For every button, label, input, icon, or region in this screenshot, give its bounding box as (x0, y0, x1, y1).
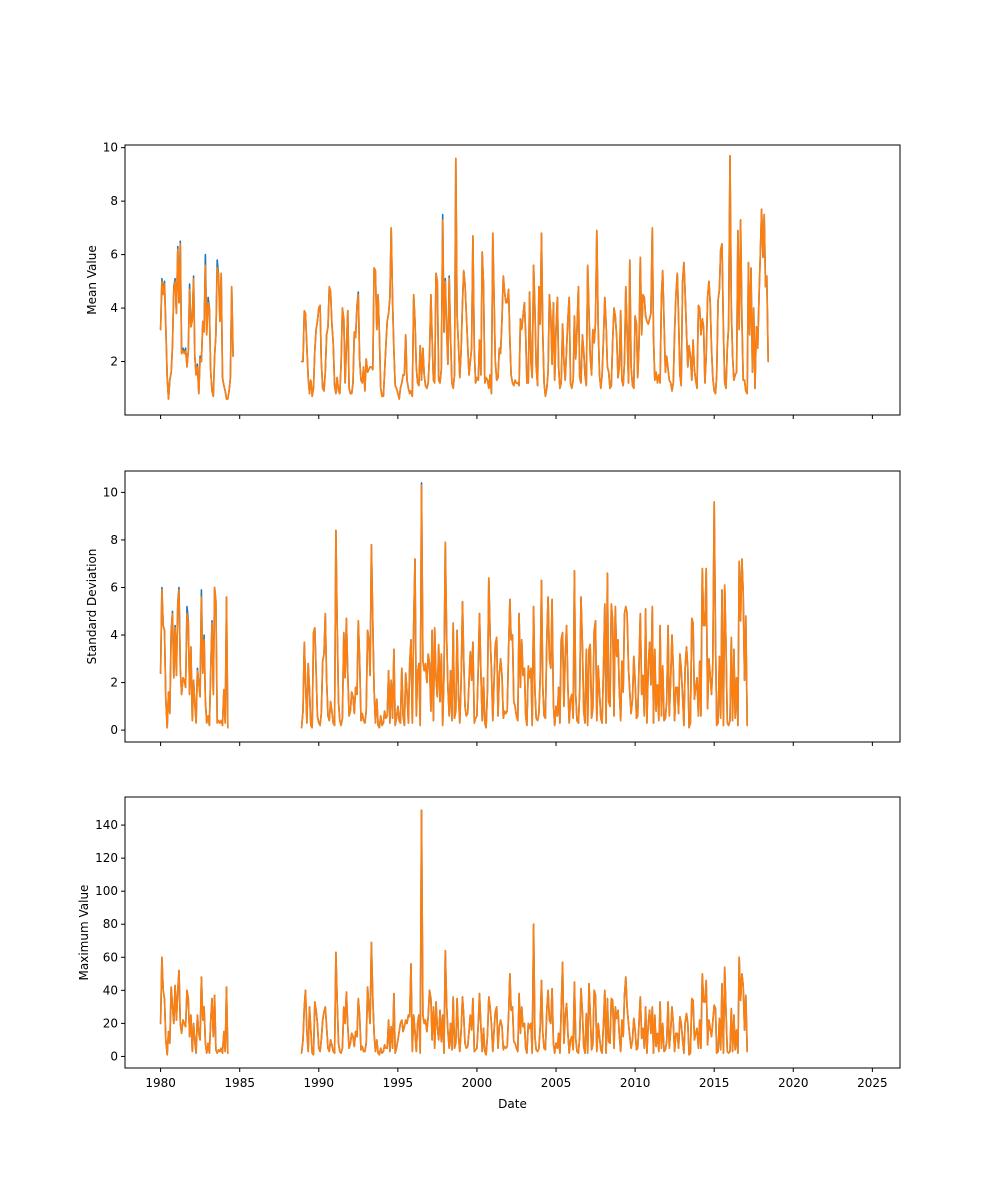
y-tick-label: 2 (110, 355, 118, 369)
x-tick-label: 2025 (857, 1076, 888, 1090)
subplot-1: 2 4 6 8 10 Mean Value (85, 141, 901, 419)
y-axis-label: Standard Deviation (85, 549, 99, 665)
y-tick-label: 2 (110, 676, 118, 690)
plot-frame (124, 796, 901, 1069)
x-tick-label: 1985 (224, 1076, 255, 1090)
x-tick-label: 2020 (778, 1076, 809, 1090)
subplot-2: 0 2 4 6 8 10 Standard Deviation (85, 470, 901, 746)
y-tick-label: 20 (103, 1016, 118, 1030)
y-tick-label: 40 (103, 983, 118, 997)
y-tick-label: 8 (110, 194, 118, 208)
y-axis: 0 20 40 60 80 100 120 140 (95, 818, 125, 1063)
y-tick-label: 8 (110, 533, 118, 547)
y-axis-label: Maximum Value (77, 885, 91, 981)
series-2-line-segment-2 (300, 154, 769, 400)
series-2-line-segment-1 (159, 243, 234, 400)
plot-frame (124, 144, 901, 416)
y-axis: 2 4 6 8 10 (103, 141, 125, 369)
y-tick-label: 100 (95, 884, 118, 898)
y-tick-label: 4 (110, 301, 118, 315)
plot-frame (124, 470, 901, 743)
panels: 2 4 6 8 10 Mean Value 0 2 4 6 8 10 Standard Deviatio… (77, 141, 901, 1111)
y-axis: 0 2 4 6 8 10 (103, 485, 125, 737)
x-axis: 1980 1985 1990 1995 2000 2005 2010 2015 2020 2025 (145, 1068, 888, 1090)
x-tick-label: 2000 (462, 1076, 493, 1090)
subplot-3: 1980 1985 1990 1995 2000 2005 2010 2015 2020 2025… (77, 796, 901, 1111)
series-2-line-segment-1 (159, 586, 229, 729)
x-axis (160, 742, 873, 746)
series-lines (159, 154, 769, 400)
y-tick-label: 6 (110, 248, 118, 262)
x-axis (160, 415, 873, 419)
y-tick-label: 6 (110, 580, 118, 594)
y-tick-label: 10 (103, 485, 118, 499)
series-lines (159, 482, 748, 729)
series-lines (159, 809, 748, 1056)
series-2-line-segment-2 (300, 484, 748, 729)
x-tick-label: 1995 (383, 1076, 414, 1090)
y-tick-label: 0 (110, 723, 118, 737)
series-2-line-segment-1 (159, 956, 229, 1056)
x-tick-label: 2005 (541, 1076, 572, 1090)
y-tick-label: 10 (103, 141, 118, 155)
x-axis-label: Date (498, 1097, 527, 1111)
y-axis-label: Mean Value (85, 245, 99, 314)
x-tick-label: 2015 (699, 1076, 730, 1090)
x-tick-label: 1990 (304, 1076, 335, 1090)
y-tick-label: 60 (103, 950, 118, 964)
series-2-line-segment-2 (300, 809, 748, 1056)
x-tick-label: 1980 (145, 1076, 176, 1090)
y-tick-label: 4 (110, 628, 118, 642)
y-tick-label: 80 (103, 917, 118, 931)
y-tick-label: 140 (95, 818, 118, 832)
y-tick-label: 120 (95, 851, 118, 865)
y-tick-label: 0 (110, 1049, 118, 1063)
x-tick-label: 2010 (620, 1076, 651, 1090)
